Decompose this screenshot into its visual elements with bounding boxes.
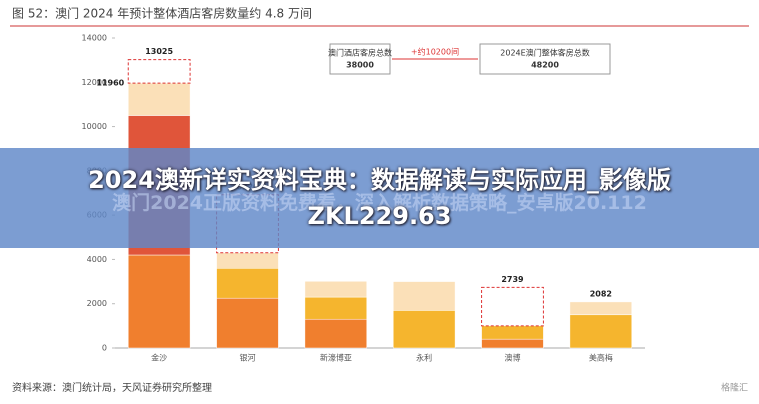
- x-tick-label: 永利: [416, 353, 432, 363]
- y-tick-label: 14000: [82, 34, 107, 43]
- banner: 澳门2024正版资料免费看，深入解析数据策略_安卓版20.112 2024澳新详…: [0, 148, 759, 248]
- bar-segment: [393, 281, 456, 311]
- bar-segment: [569, 314, 633, 349]
- y-tick-label: 4000: [87, 255, 107, 264]
- bar-segment: [304, 281, 367, 298]
- banner-subtext: 澳门2024正版资料免费看，深入解析数据策略_安卓版20.112: [112, 192, 647, 214]
- x-tick-label: 金沙: [151, 353, 167, 363]
- x-tick-label: 新濠博亚: [320, 353, 352, 363]
- bar-segment: [216, 252, 279, 269]
- x-tick-label: 银河: [240, 353, 256, 363]
- y-tick-label: 0: [102, 344, 107, 353]
- chart-title: 图 52：澳门 2024 年预计整体酒店客房数量约 4.8 万间: [12, 6, 312, 21]
- summary-value: 38000: [346, 61, 374, 70]
- y-tick-label: 2000: [87, 299, 107, 308]
- summary-box: [479, 43, 611, 75]
- total-label: 13025: [145, 47, 173, 56]
- source: 资料来源：澳门统计局，天风证券研究所整理: [12, 381, 212, 394]
- y-tick-label: 12000: [82, 78, 107, 87]
- bar-segment: [128, 254, 191, 349]
- total-label: 2739: [501, 275, 524, 284]
- bar-segment: [569, 301, 633, 316]
- summary-label: 2024E澳门整体客房总数: [500, 48, 589, 58]
- banner-text: 2024澳新详实资料宝典：数据解读与实际应用_影像版ZKL229.63: [88, 166, 671, 230]
- bar-segment: [216, 268, 279, 299]
- x-tick-label: 美高梅: [589, 353, 613, 363]
- current-total-label: 11960: [96, 79, 124, 88]
- summary-box: [329, 43, 391, 75]
- bar-segment: [481, 325, 544, 340]
- bar-segment: [216, 297, 279, 349]
- summary-label: 澳门酒店客房总数: [328, 48, 392, 58]
- bar-segment: [304, 318, 367, 349]
- summary-increase: +约10200间: [411, 47, 459, 57]
- watermark: 格隆汇: [721, 382, 748, 394]
- total-label: 2082: [590, 289, 612, 298]
- summary-value: 48200: [531, 61, 559, 70]
- x-tick-label: 澳博: [505, 353, 521, 363]
- bar-segment: [304, 296, 367, 320]
- bar-segment: [128, 82, 191, 116]
- planned-box: [127, 59, 191, 84]
- planned-box: [481, 286, 544, 327]
- y-tick-label: 10000: [82, 122, 107, 131]
- bar-segment: [481, 338, 544, 349]
- bar-segment: [393, 310, 456, 349]
